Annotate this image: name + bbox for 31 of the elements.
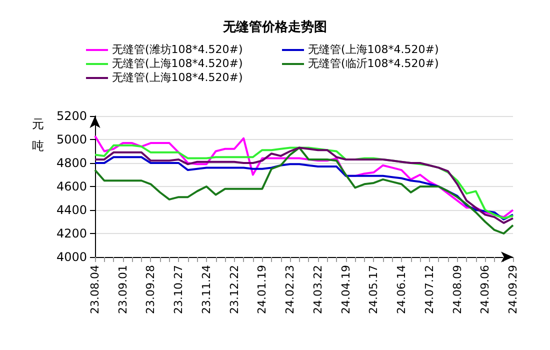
y-tick-label: 5000 — [56, 132, 87, 146]
y-tick-label: 5200 — [56, 109, 87, 123]
line-series — [94, 156, 514, 220]
x-tick-label: 24.01.19 — [256, 265, 269, 314]
x-tick-label: 24.09.29 — [506, 265, 520, 314]
y-tick-label: 4600 — [56, 180, 87, 194]
x-tick-label: 23.11.24 — [200, 265, 213, 314]
x-tick-label: 24.05.17 — [367, 265, 380, 314]
x-tick-label: 24.07.12 — [422, 265, 436, 314]
legend-label: 无缝管(上海108*4.520#) — [112, 57, 243, 70]
y-tick-label: 4400 — [56, 203, 87, 217]
legend-label: 无缝管(临沂108*4.520#) — [308, 57, 439, 70]
x-tick-label: 24.03.22 — [311, 265, 324, 314]
x-tick-label: 24.02.23 — [284, 265, 297, 314]
legend-label: 无缝管(上海108*4.520#) — [112, 71, 243, 84]
legend-label: 无缝管(潍坊108*4.520#) — [112, 43, 243, 56]
x-tick-label: 23.12.22 — [228, 265, 241, 314]
x-tick-label: 24.06.14 — [395, 265, 408, 314]
x-tick-label: 24.08.09 — [450, 265, 464, 314]
x-tick-label: 24.04.19 — [339, 265, 352, 314]
x-tick-label: 23.09.01 — [116, 265, 130, 314]
x-tick-label: 24.09.06 — [478, 265, 492, 314]
x-tick-label: 23.10.27 — [172, 265, 186, 314]
y-axis-title: 元吨 — [32, 117, 44, 153]
x-tick-label: 23.09.28 — [144, 265, 158, 314]
y-tick-label: 4200 — [56, 226, 87, 240]
legend-label: 无缝管(上海108*4.520#) — [308, 43, 439, 56]
y-tick-label: 4800 — [56, 156, 87, 170]
chart-title: 无缝管价格走势图 — [222, 19, 327, 35]
x-tick-label: 23.08.04 — [88, 265, 102, 314]
y-tick-label: 4000 — [56, 250, 87, 264]
